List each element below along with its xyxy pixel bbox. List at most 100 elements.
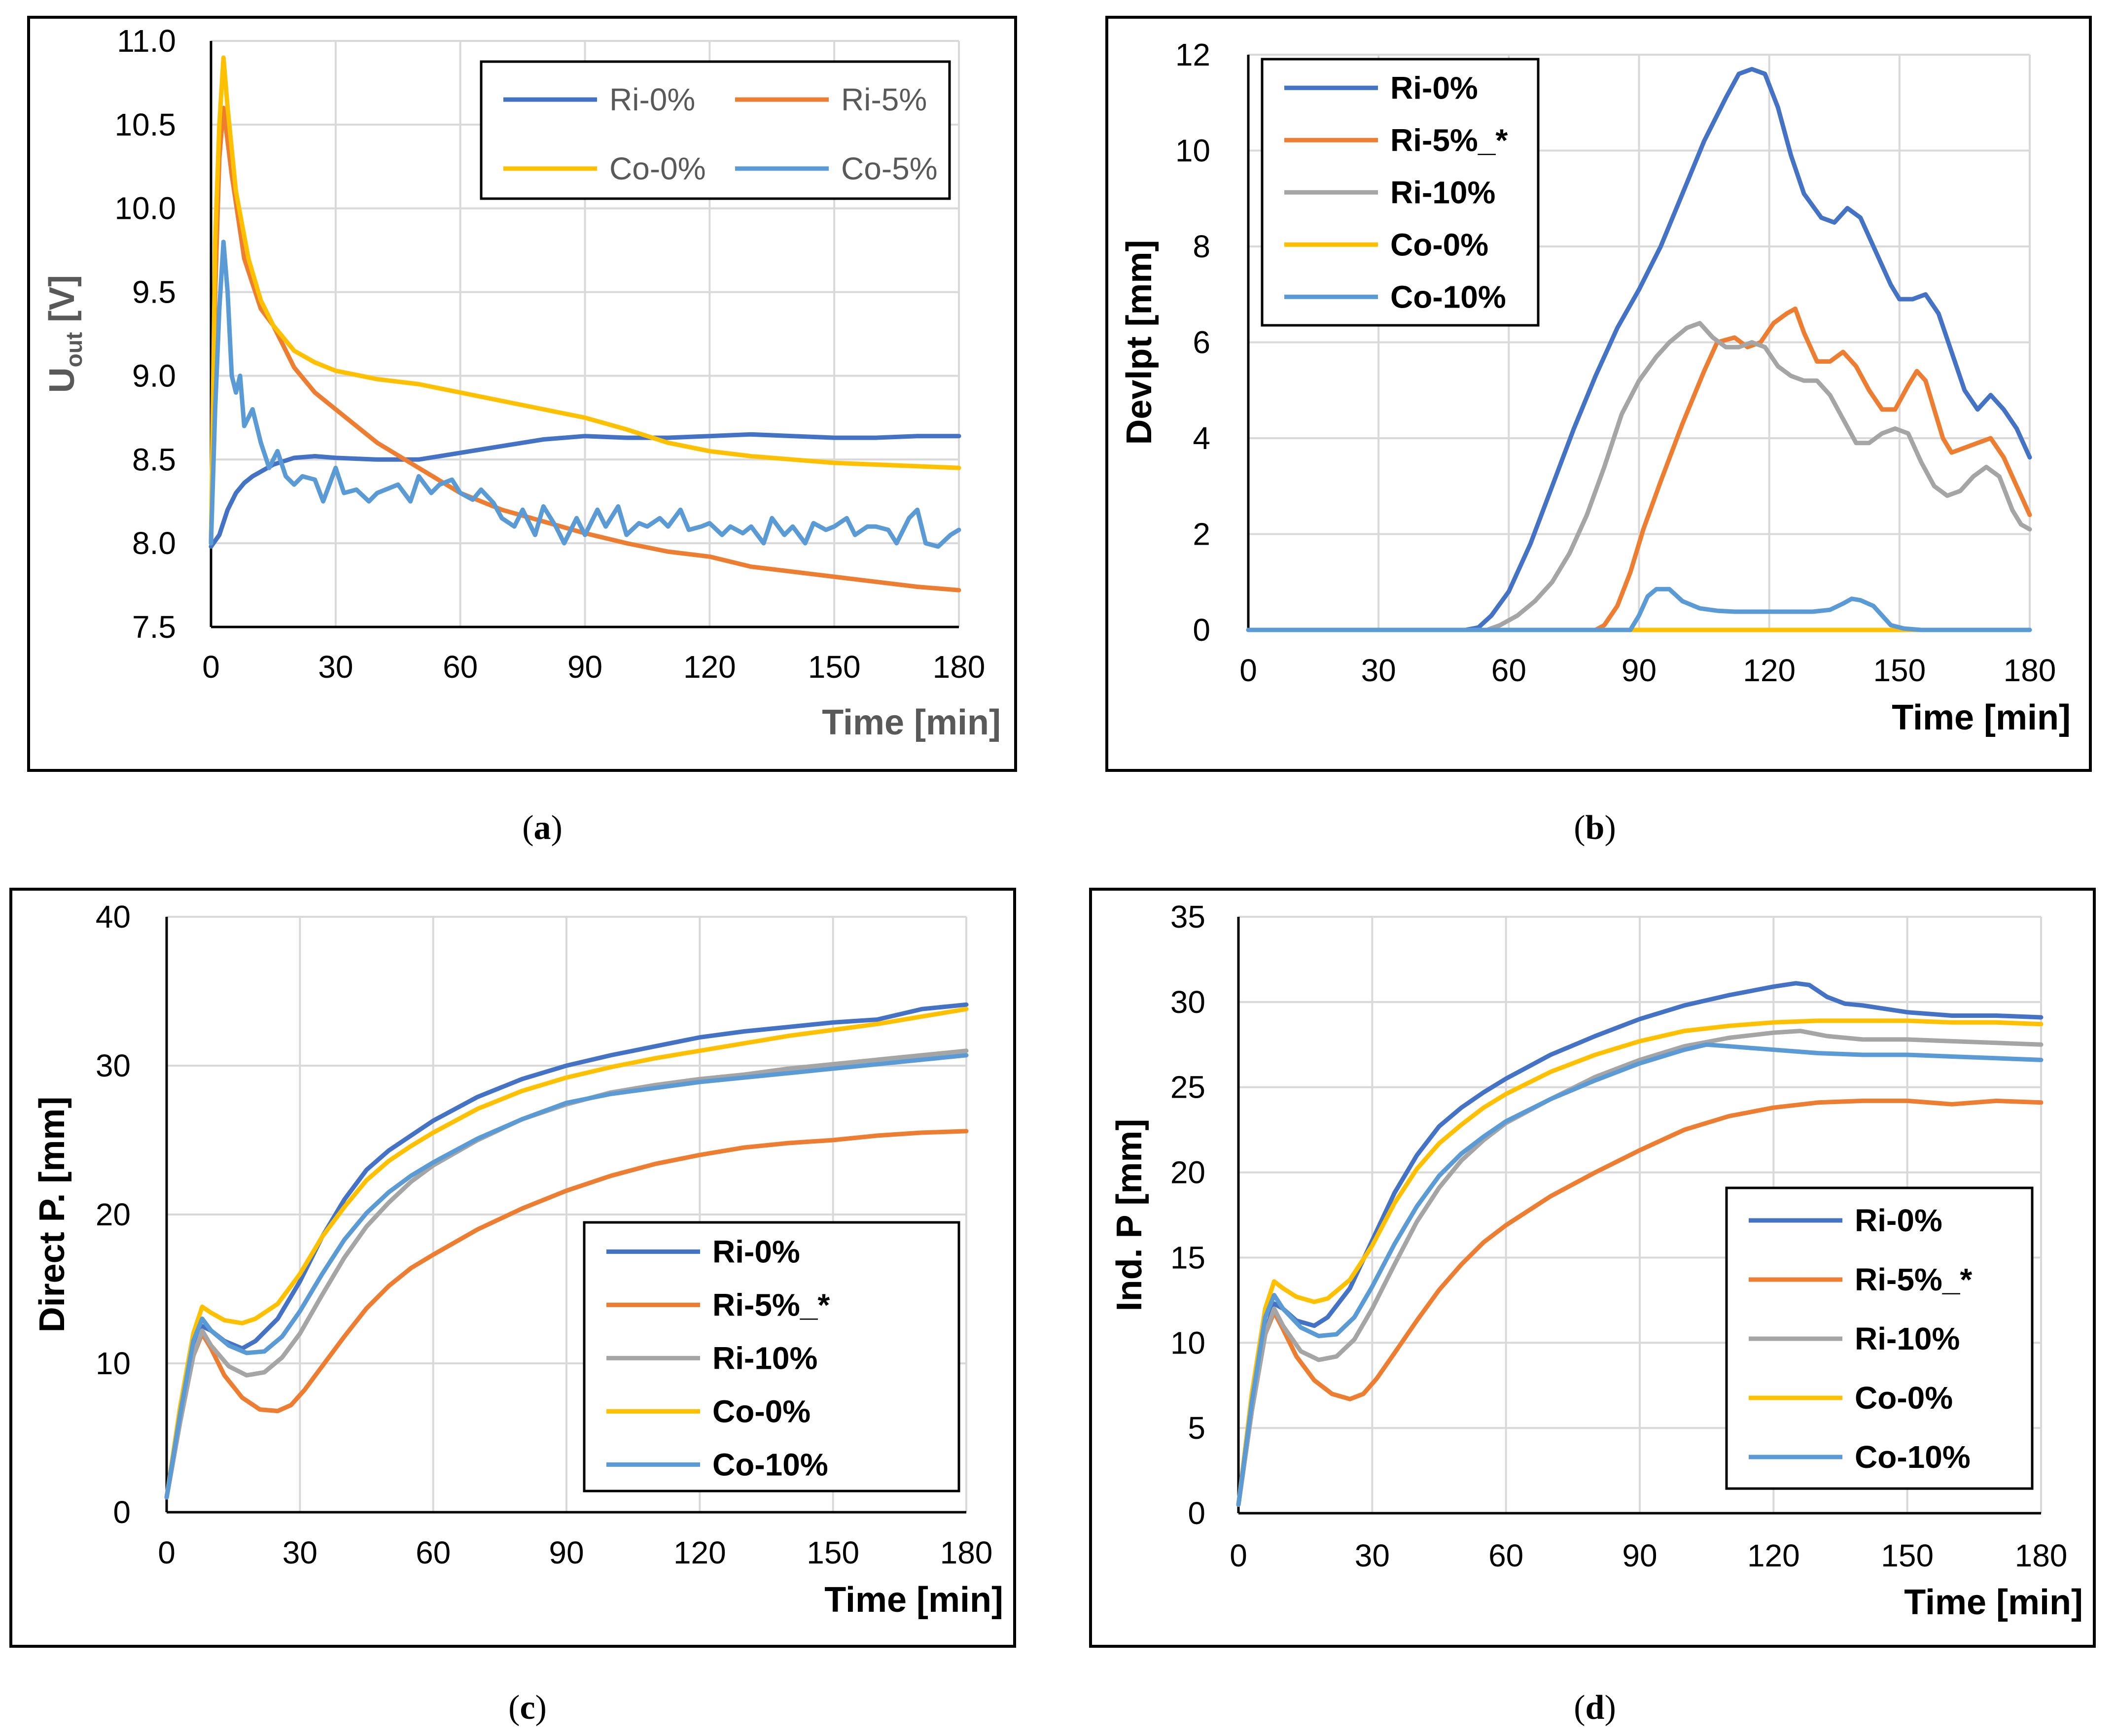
series-line-c-co-0-: [164, 1007, 969, 1500]
y-tick-label-d: 20: [1170, 1155, 1205, 1190]
x-tick-label-d: 120: [1747, 1538, 1800, 1573]
x-tick-label-b: 150: [1873, 653, 1926, 688]
legend-label-a: Co-0%: [609, 151, 706, 186]
x-tick-label-a: 120: [683, 649, 736, 685]
y-tick-label-b: 0: [1193, 612, 1210, 648]
legend-label-d: Ri-0%: [1855, 1203, 1942, 1238]
chart-c: 0 10 20 30 40 0 30 60 90 120 150 180 Time [min] Direc…: [9, 888, 1016, 1648]
legend-label-b: Ri-5%_*: [1390, 122, 1508, 158]
y-tick-label-b: 6: [1193, 325, 1210, 360]
series-line-c-ri-5-: [164, 1129, 969, 1500]
y-tick-label-a: 7.5: [132, 609, 176, 645]
legend-label-b: Co-10%: [1390, 279, 1506, 314]
x-tick-label-b: 60: [1491, 653, 1526, 688]
legend-label-c: Ri-5%_*: [712, 1287, 830, 1322]
y-tick-label-a: 9.0: [132, 358, 176, 393]
legend-label-c: Co-0%: [712, 1393, 811, 1429]
series-line-d-ri-5-: [1236, 1098, 2044, 1507]
x-tick-label-c: 0: [158, 1535, 176, 1570]
legend-label-b: Co-0%: [1390, 227, 1488, 262]
x-tick-label-b: 90: [1622, 653, 1657, 688]
y-tick-label-b: 12: [1175, 37, 1210, 72]
x-tick-label-c: 30: [282, 1535, 317, 1570]
y-tick-label-b: 10: [1175, 133, 1210, 169]
series-line-d-co-10-: [1236, 1042, 2044, 1507]
x-axis-label-c: Time [min]: [824, 1580, 1003, 1620]
x-tick-label-a: 180: [933, 649, 986, 685]
series-line-b-ri-0-: [1246, 67, 2032, 632]
y-tick-label-c: 0: [113, 1494, 131, 1530]
y-tick-label-a: 9.5: [132, 275, 176, 310]
x-tick-label-d: 0: [1230, 1538, 1247, 1573]
x-tick-label-a: 60: [443, 649, 478, 685]
y-axis-label-d: Ind. P [mm]: [1110, 1119, 1149, 1312]
caption-c: (c): [508, 1689, 547, 1727]
y-tick-label-d: 5: [1188, 1410, 1205, 1446]
series-line-d-ri-10-: [1236, 1029, 2044, 1507]
chart-d: 0 5 10 15 20 25 30 35 0 30 60 90 120 150 180 Time [min]…: [1089, 888, 2096, 1648]
x-axis-label-d: Time [min]: [1904, 1583, 2083, 1622]
y-tick-label-b: 2: [1193, 517, 1210, 552]
series-line-b-ri-5-: [1246, 306, 2032, 632]
legend-label-d: Co-0%: [1855, 1380, 1953, 1416]
x-tick-label-a: 150: [808, 649, 861, 685]
y-tick-label-c: 20: [96, 1197, 131, 1232]
y-tick-label-d: 0: [1188, 1495, 1205, 1531]
legend-label-b: Ri-0%: [1390, 70, 1478, 105]
chart-a: 7.5 8.0 8.5 9.0 9.5 10.0 10.5 11.0 0 30 60 90 120 150…: [27, 16, 1017, 772]
y-tick-label-a: 8.5: [132, 442, 176, 477]
series-line-a-ri-0-: [209, 432, 961, 549]
y-axis-label-a: Uout [V]: [42, 275, 87, 393]
x-tick-label-b: 180: [2004, 653, 2056, 688]
legend-label-a: Ri-0%: [609, 82, 695, 117]
x-tick-label-b: 0: [1239, 653, 1257, 688]
series-line-d-co-0-: [1236, 1018, 2044, 1507]
x-tick-label-c: 60: [416, 1535, 451, 1570]
legend-label-b: Ri-10%: [1390, 174, 1495, 210]
legend-label-c: Ri-10%: [712, 1340, 817, 1376]
y-tick-label-b: 4: [1193, 420, 1210, 456]
legend-box-a: [480, 60, 951, 200]
x-tick-label-d: 90: [1622, 1538, 1657, 1573]
y-tick-label-d: 30: [1170, 984, 1205, 1020]
y-tick-label-d: 25: [1170, 1070, 1205, 1105]
y-tick-label-d: 10: [1170, 1325, 1205, 1360]
x-axis-label-b: Time [min]: [1892, 698, 2071, 737]
y-tick-label-c: 30: [96, 1048, 131, 1083]
x-tick-label-a: 30: [318, 649, 353, 685]
y-tick-label-d: 15: [1170, 1240, 1205, 1275]
y-axis-label-b: Devlpt [mm]: [1120, 240, 1159, 445]
y-axis-label-c: Direct P. [mm]: [33, 1097, 72, 1333]
legend-label-d: Ri-10%: [1855, 1321, 1960, 1356]
x-tick-label-d: 60: [1488, 1538, 1523, 1573]
y-tick-label-d: 35: [1170, 899, 1205, 935]
x-tick-label-a: 0: [202, 649, 220, 685]
legend-label-a: Ri-5%: [841, 82, 927, 117]
series-line-a-co-5-: [209, 240, 961, 549]
series-line-c-co-10-: [164, 1053, 969, 1500]
series-line-c-ri-10-: [164, 1048, 969, 1500]
y-tick-label-c: 40: [96, 899, 131, 935]
x-tick-label-c: 120: [673, 1535, 726, 1570]
series-line-b-ri-10-: [1246, 321, 2032, 632]
y-tick-label-a: 10.0: [114, 191, 176, 226]
x-tick-label-a: 90: [567, 649, 602, 685]
series-line-b-co-10-: [1246, 587, 2032, 632]
x-tick-label-b: 30: [1361, 653, 1396, 688]
x-tick-label-b: 120: [1743, 653, 1796, 688]
x-tick-label-d: 150: [1881, 1538, 1934, 1573]
legend-label-d: Co-10%: [1855, 1439, 1971, 1475]
legend-label-c: Co-10%: [712, 1447, 828, 1482]
y-tick-label-a: 10.5: [114, 107, 176, 142]
series-line-a-co-0-: [209, 55, 961, 546]
y-tick-label-b: 8: [1193, 229, 1210, 264]
y-tick-label-a: 8.0: [132, 525, 176, 561]
caption-a: (a): [522, 809, 563, 847]
x-axis-label-a: Time [min]: [822, 703, 1001, 742]
y-tick-label-c: 10: [96, 1346, 131, 1381]
x-tick-label-c: 150: [807, 1535, 859, 1570]
x-tick-label-d: 180: [2015, 1538, 2068, 1573]
